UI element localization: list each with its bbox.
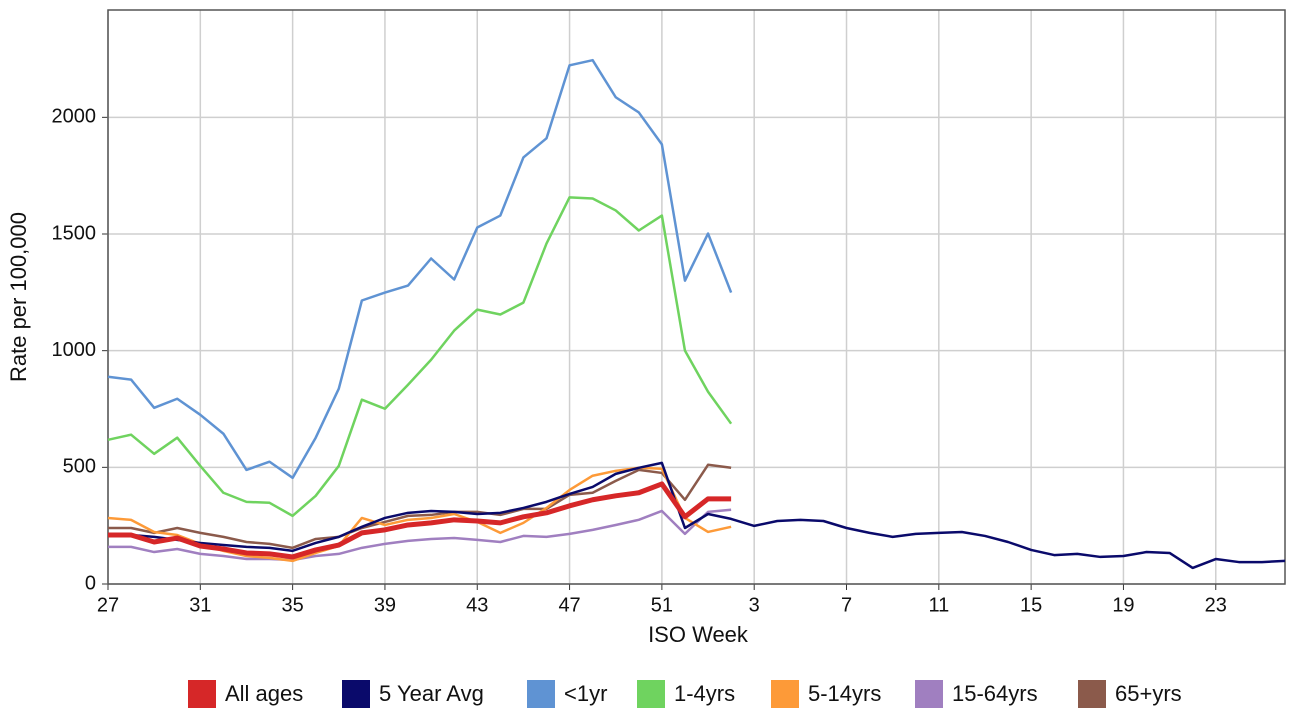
series-line [107, 196, 733, 518]
x-axis-label: ISO Week [648, 622, 749, 647]
x-tick-label: 31 [189, 594, 211, 616]
y-tick-label: 2000 [52, 106, 97, 128]
x-tick-label: 23 [1205, 594, 1227, 616]
x-tick-label: 51 [651, 594, 673, 616]
legend-label: <1yr [564, 681, 607, 706]
legend-swatch [771, 680, 799, 708]
x-tick-label: 35 [282, 594, 304, 616]
y-tick-label: 500 [63, 456, 96, 478]
legend-label: All ages [225, 681, 303, 706]
legend-label: 15-64yrs [952, 681, 1038, 706]
y-tick-label: 0 [85, 572, 96, 594]
y-tick-label: 1000 [52, 339, 97, 361]
x-tick-label: 39 [374, 594, 396, 616]
x-tick-label: 7 [841, 594, 852, 616]
x-tick-label: 47 [558, 594, 580, 616]
series-line [108, 461, 1286, 570]
legend-swatch [915, 680, 943, 708]
plot-frame [107, 9, 1286, 585]
x-tick-label: 3 [749, 594, 760, 616]
series-line [108, 481, 732, 560]
legend-swatch [527, 680, 555, 708]
x-tick-label: 27 [97, 594, 119, 616]
y-tick-label: 1500 [52, 222, 97, 244]
series-line [108, 508, 732, 562]
series-line [108, 463, 732, 550]
series-line [107, 58, 733, 480]
legend-swatch [188, 680, 216, 708]
legend-swatch [1078, 680, 1106, 708]
legend-label: 65+yrs [1115, 681, 1182, 706]
legend-swatch [342, 680, 370, 708]
y-axis-label: Rate per 100,000 [6, 212, 31, 382]
x-tick-label: 43 [466, 594, 488, 616]
legend-swatch [637, 680, 665, 708]
legend-label: 5-14yrs [808, 681, 881, 706]
legend-label: 1-4yrs [674, 681, 735, 706]
x-tick-label: 11 [928, 594, 949, 616]
x-tick-label: 15 [1020, 594, 1042, 616]
legend-label: 5 Year Avg [379, 681, 484, 706]
x-tick-label: 19 [1112, 594, 1134, 616]
